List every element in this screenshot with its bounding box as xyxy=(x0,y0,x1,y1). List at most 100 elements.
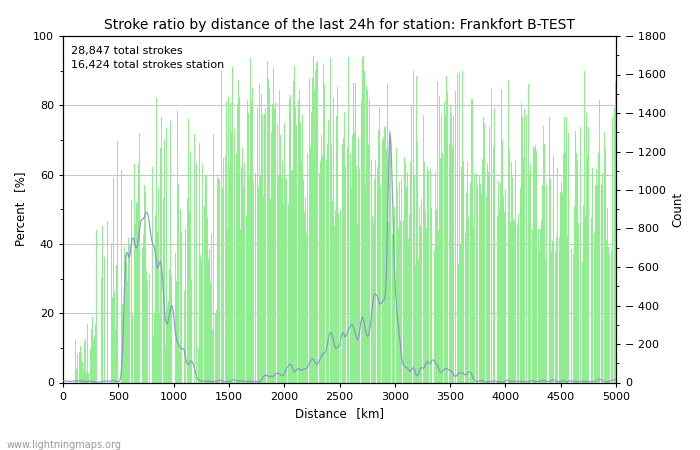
Bar xyxy=(340,210,341,382)
Bar xyxy=(185,230,186,382)
Bar xyxy=(431,207,433,382)
Bar xyxy=(178,184,179,382)
Title: Stroke ratio by distance of the last 24h for station: Frankfort B-TEST: Stroke ratio by distance of the last 24h… xyxy=(104,18,575,32)
Bar xyxy=(608,248,609,382)
Bar xyxy=(120,170,122,382)
Bar xyxy=(575,131,576,382)
Bar xyxy=(170,121,172,382)
Text: www.lightningmaps.org: www.lightningmaps.org xyxy=(7,440,122,450)
Bar xyxy=(439,96,440,382)
Bar xyxy=(194,135,195,382)
Bar xyxy=(473,227,475,382)
Bar xyxy=(541,220,542,382)
Bar xyxy=(282,161,283,382)
Bar xyxy=(76,369,77,382)
Bar xyxy=(436,210,437,382)
Bar xyxy=(563,154,564,382)
Bar xyxy=(494,108,496,382)
Bar xyxy=(578,223,580,382)
Bar xyxy=(484,122,485,382)
Bar xyxy=(419,207,420,382)
Bar xyxy=(486,163,488,382)
Bar xyxy=(146,270,147,382)
Bar xyxy=(117,140,118,382)
Bar xyxy=(313,56,314,382)
Text: 28,847 total strokes
16,424 total strokes station: 28,847 total strokes 16,424 total stroke… xyxy=(71,46,225,70)
Bar xyxy=(126,263,127,382)
Bar xyxy=(426,228,427,382)
Bar xyxy=(354,132,355,382)
Bar xyxy=(267,79,269,382)
Bar xyxy=(385,126,386,382)
Bar xyxy=(144,185,145,382)
Bar xyxy=(428,171,429,382)
Bar xyxy=(209,249,210,382)
Bar xyxy=(334,226,335,382)
Bar xyxy=(356,166,357,382)
Bar xyxy=(338,213,339,382)
Bar xyxy=(553,156,554,382)
Bar xyxy=(251,102,252,382)
Bar xyxy=(320,161,321,382)
Bar xyxy=(136,203,137,382)
Bar xyxy=(190,152,191,382)
Bar xyxy=(562,193,563,382)
Bar xyxy=(496,216,498,382)
Bar xyxy=(415,265,416,382)
Bar xyxy=(438,230,439,382)
Bar xyxy=(115,329,116,382)
Bar xyxy=(607,208,608,382)
Bar xyxy=(88,373,90,382)
Bar xyxy=(175,252,176,382)
Bar xyxy=(275,103,276,382)
Bar xyxy=(522,117,523,382)
Bar xyxy=(444,116,446,382)
Bar xyxy=(96,230,97,382)
Bar xyxy=(343,138,344,382)
Bar xyxy=(446,76,447,382)
Bar xyxy=(433,250,435,382)
Bar xyxy=(302,115,303,382)
Bar xyxy=(363,56,364,382)
Bar xyxy=(402,220,404,382)
Bar xyxy=(208,259,209,382)
Bar xyxy=(155,216,156,382)
Bar xyxy=(491,89,492,382)
Bar xyxy=(257,108,258,382)
Bar xyxy=(294,66,295,382)
Bar xyxy=(265,108,267,382)
Bar xyxy=(253,182,254,382)
Bar xyxy=(242,148,243,382)
Bar xyxy=(223,158,225,382)
Bar xyxy=(544,144,545,382)
Bar xyxy=(141,248,143,382)
Bar xyxy=(326,160,328,382)
Bar xyxy=(355,83,356,382)
Bar xyxy=(240,229,241,382)
Bar xyxy=(418,259,419,382)
Bar xyxy=(262,115,263,382)
Bar xyxy=(598,153,599,382)
Bar xyxy=(460,244,461,382)
Bar xyxy=(307,153,309,382)
Bar xyxy=(583,205,584,382)
Bar xyxy=(93,340,94,382)
Bar xyxy=(362,57,363,382)
Bar xyxy=(217,176,218,382)
Bar xyxy=(210,282,211,382)
Bar xyxy=(582,262,583,382)
Bar xyxy=(528,174,530,382)
Bar xyxy=(151,166,153,382)
Bar xyxy=(416,76,417,382)
X-axis label: Distance  [km]: Distance [km] xyxy=(295,407,384,420)
Bar xyxy=(304,212,305,382)
Bar xyxy=(458,264,459,382)
Bar xyxy=(181,231,183,382)
Bar xyxy=(614,108,615,382)
Bar xyxy=(526,115,528,382)
Bar xyxy=(202,164,204,382)
Bar xyxy=(317,61,318,382)
Bar xyxy=(440,158,441,382)
Bar xyxy=(381,185,382,382)
Bar xyxy=(231,134,232,382)
